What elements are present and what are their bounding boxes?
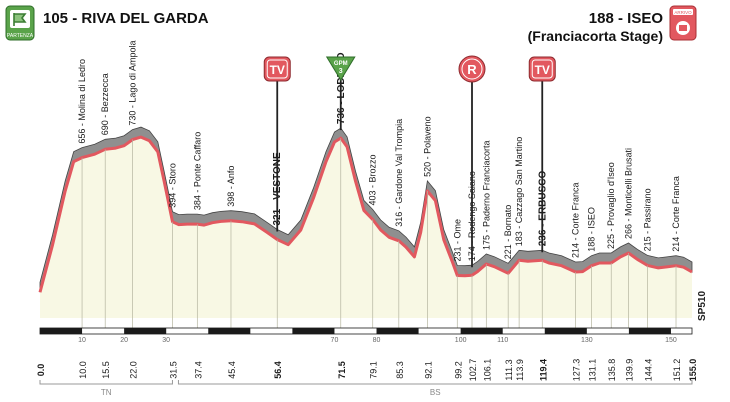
scale-tick-label: 70 [331, 337, 339, 344]
scale-bar-segment [40, 328, 83, 334]
distance-label: 10.0 [78, 361, 88, 379]
scale-tick-label: 150 [665, 337, 677, 344]
distance-label: 119.4 [538, 359, 548, 381]
refreshment-badge-label: R [467, 62, 477, 77]
town-label: 690 - Bezzecca [100, 73, 110, 135]
distance-label: 151.2 [672, 359, 682, 382]
distance-label: 15.5 [101, 361, 111, 379]
finish-badge-label: ARRIVO [674, 10, 692, 15]
distance-label: 71.5 [337, 361, 347, 379]
town-label: 225 - Provaglio d'Iseo [606, 162, 616, 249]
scale-bar-segment [208, 328, 251, 334]
town-label: 398 - Anfo [226, 166, 236, 207]
road-label: SP510 [697, 291, 708, 321]
refreshment-badge-inner [461, 58, 483, 80]
town-label: 403 - Brozzo [368, 154, 378, 205]
town-label: 316 - Gardone Val Trompia [394, 119, 404, 227]
scale-tick-label: 10 [78, 337, 86, 344]
distance-label: 144.4 [643, 359, 653, 382]
town-label: 214 - Corte Franca [671, 176, 681, 252]
province-bracket [177, 380, 693, 385]
distance-label: 155.0 [688, 359, 698, 382]
town-label: 730 - Lago di Ampola [128, 41, 138, 126]
tv-badge-inner [531, 59, 553, 79]
profile-edge-line [38, 135, 693, 293]
scale-tick-label: 100 [455, 337, 467, 344]
finish-badge: ARRIVO [669, 5, 697, 41]
distance-label: 99.2 [453, 361, 463, 379]
town-label: 520 - Polaveno [422, 116, 432, 177]
distance-label: 106.1 [482, 359, 492, 382]
distance-label: 79.1 [369, 361, 379, 379]
province-label: BS [430, 388, 441, 397]
distance-label: 37.4 [193, 361, 203, 379]
town-label: 214 - Corte Franca [571, 182, 581, 258]
province-label: TN [101, 388, 112, 397]
scale-bar-segment [628, 328, 671, 334]
refreshment-badge [458, 55, 486, 83]
scale-tick-label: 130 [581, 337, 593, 344]
start-badge: PARTENZA [5, 5, 35, 41]
tv-badge [528, 56, 556, 82]
header: PARTENZA 105 - RIVA DEL GARDA 188 - ISEO… [5, 5, 697, 44]
gpm-category: 3 [339, 68, 343, 75]
tv-badge [263, 56, 291, 82]
tv-badge-inner [266, 59, 288, 79]
scale-bar-segment [544, 328, 587, 334]
town-label: 384 - Ponte Caffaro [192, 132, 202, 210]
distance-label: 0.0 [36, 364, 46, 377]
distance-labels: 0.0 10.0 15.5 22.0 31.5 37.4 45.4 56.4 71.5 79.1 8… [36, 359, 698, 382]
distance-label: 102.7 [468, 359, 478, 382]
gpm-label: GPM [334, 61, 348, 67]
distance-label: 139.9 [625, 359, 635, 382]
distance-label: 131.1 [588, 359, 598, 382]
flag-icon [13, 13, 27, 26]
finish-subtitle: (Franciacorta Stage) [528, 28, 663, 44]
town-label: 231 - Ome [452, 219, 462, 262]
start-badge-label: PARTENZA [7, 33, 34, 39]
scale-bar-segment [376, 328, 419, 334]
scale-bar-segment [124, 328, 167, 334]
distance-label: 45.4 [227, 361, 237, 379]
distance-label: 92.1 [423, 361, 433, 379]
province-bar: TN BS [39, 380, 693, 397]
town-label: 394 - Storo [168, 163, 178, 208]
scale-tick-label: 80 [373, 337, 381, 344]
distance-label: 111.3 [504, 359, 514, 380]
distance-label: 113.9 [515, 359, 525, 381]
distance-label: 22.0 [129, 361, 139, 379]
scale-bar-segment [292, 328, 335, 334]
scale-bar-segment [460, 328, 503, 334]
town-label: 656 - Molina di Ledro [77, 59, 87, 144]
distance-label: 56.4 [273, 361, 283, 379]
town-label: 183 - Cazzago San Martino [514, 137, 524, 247]
profile-area [38, 126, 693, 328]
distance-scale: 10 20 30 70 80 100 110 130 150 [39, 327, 693, 344]
scale-tick-label: 110 [497, 337, 508, 344]
distance-label: 31.5 [169, 361, 179, 379]
scale-tick-label: 20 [120, 337, 128, 344]
town-label: 175 - Paderno Franciacorta [481, 140, 491, 250]
gpm-mountain-icon [325, 56, 356, 81]
town-label: 221 - Bornato [503, 205, 513, 260]
town-label: 215 - Passirano [642, 188, 652, 251]
distance-label: 85.3 [395, 361, 405, 379]
town-label: 188 - ISEO [587, 207, 597, 252]
profile-fill [40, 137, 692, 318]
scale-tick-label: 30 [162, 337, 170, 344]
tv-badge-label: TV [535, 63, 550, 77]
distance-label: 135.8 [607, 359, 617, 382]
province-bracket [39, 380, 173, 385]
finish-town: 188 - ISEO [589, 10, 664, 27]
tv-badge-label: TV [270, 63, 285, 77]
distance-label: 127.3 [572, 359, 582, 382]
town-label: 266 - Monticelli Brusati [624, 148, 634, 239]
start-town: 105 - RIVA DEL GARDA [43, 10, 209, 27]
